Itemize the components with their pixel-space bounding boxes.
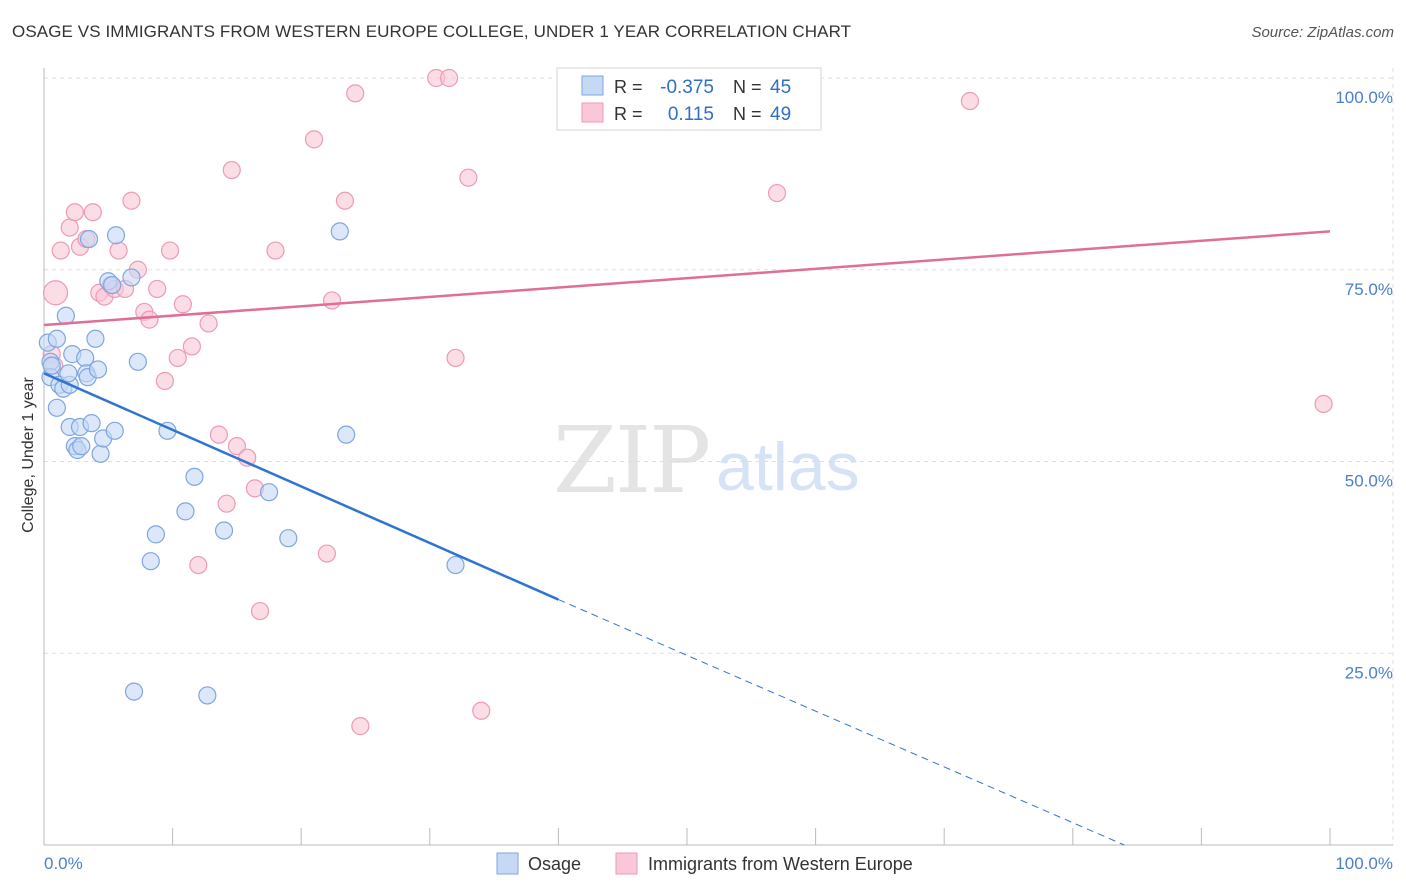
immigrants-point bbox=[217, 494, 236, 513]
legend-swatch-immigrants bbox=[615, 852, 638, 875]
immigrants-point bbox=[322, 291, 342, 310]
x-tick-label-min: 0.0% bbox=[44, 854, 83, 873]
legend-swatch-osage bbox=[496, 852, 519, 875]
immigrants-point bbox=[83, 203, 102, 222]
stats-n-label-immigrants: N = bbox=[733, 104, 762, 124]
stats-legend: R = -0.375 N = 45 R = 0.115 N = 49 bbox=[556, 67, 822, 131]
immigrants-point bbox=[42, 280, 69, 306]
y-tick-label-50: 50.0% bbox=[1345, 472, 1393, 491]
osage-point bbox=[86, 329, 105, 348]
immigrants-point bbox=[222, 160, 241, 180]
osage-point bbox=[185, 467, 204, 486]
osage-point bbox=[330, 222, 349, 241]
osage-point bbox=[176, 502, 195, 521]
watermark-atlas: atlas bbox=[716, 429, 860, 505]
osage-point bbox=[214, 521, 234, 540]
axes bbox=[43, 68, 1393, 846]
osage-point bbox=[124, 682, 144, 701]
immigrants-point bbox=[199, 314, 218, 333]
bottom-legend: Osage Immigrants from Western Europe bbox=[496, 852, 913, 875]
osage-point bbox=[122, 268, 141, 287]
osage-point bbox=[42, 356, 61, 375]
x-tick-labels: 0.0% 100.0% bbox=[44, 854, 1393, 873]
immigrants-point bbox=[168, 348, 187, 368]
stats-swatch-osage bbox=[581, 75, 604, 96]
watermark-zip: ZIP bbox=[553, 407, 709, 514]
immigrants-point bbox=[140, 310, 159, 329]
osage-trend-extension bbox=[558, 599, 1125, 846]
y-tick-labels: 25.0% 50.0% 75.0% 100.0% bbox=[1335, 88, 1393, 682]
immigrants-point bbox=[304, 130, 324, 149]
osage-point bbox=[337, 425, 356, 444]
immigrants-point bbox=[767, 183, 787, 203]
osage-point bbox=[279, 529, 298, 548]
immigrants-point bbox=[960, 91, 980, 111]
osage-point bbox=[259, 483, 279, 502]
immigrants-point bbox=[250, 601, 270, 621]
immigrants-point bbox=[351, 717, 370, 736]
stats-n-label-osage: N = bbox=[733, 77, 762, 97]
stats-n-value-osage: 45 bbox=[770, 77, 791, 98]
immigrants-trend-line bbox=[43, 230, 1331, 327]
x-tick-label-max: 100.0% bbox=[1335, 854, 1393, 873]
source-credit: Source: ZipAtlas.com bbox=[1251, 24, 1394, 41]
immigrants-point bbox=[459, 168, 478, 187]
immigrants-point bbox=[148, 279, 167, 299]
y-tick-label-75: 75.0% bbox=[1345, 280, 1393, 299]
immigrants-point bbox=[65, 203, 84, 222]
osage-point bbox=[79, 229, 99, 249]
stats-swatch-immigrants bbox=[581, 102, 604, 123]
trend-lines bbox=[43, 230, 1331, 846]
immigrants-point bbox=[173, 295, 192, 314]
osage-point bbox=[47, 329, 66, 348]
immigrants-point bbox=[317, 544, 337, 563]
osage-trend-line bbox=[43, 372, 559, 601]
osage-point bbox=[82, 414, 101, 433]
y-tick-label-100: 100.0% bbox=[1335, 88, 1393, 107]
immigrants-point bbox=[189, 555, 208, 575]
immigrants-point bbox=[266, 241, 285, 260]
immigrants-point bbox=[446, 348, 465, 368]
osage-point bbox=[72, 437, 91, 456]
osage-point bbox=[141, 552, 160, 571]
immigrants-point bbox=[60, 218, 79, 237]
series-immigrants-points bbox=[42, 68, 1333, 736]
immigrants-point bbox=[155, 371, 174, 391]
stats-r-label-osage: R = bbox=[614, 77, 643, 97]
y-axis-label: College, Under 1 year bbox=[20, 377, 37, 533]
osage-point bbox=[446, 555, 465, 575]
immigrants-point bbox=[182, 337, 201, 356]
osage-point bbox=[88, 360, 108, 379]
immigrants-point bbox=[109, 241, 128, 260]
immigrants-point bbox=[160, 241, 180, 260]
immigrants-point bbox=[472, 701, 491, 720]
legend-label-osage: Osage bbox=[528, 854, 581, 874]
immigrants-point bbox=[51, 241, 70, 260]
immigrants-point bbox=[227, 437, 246, 456]
osage-point bbox=[106, 226, 126, 245]
osage-point bbox=[146, 525, 165, 544]
stats-r-value-osage: -0.375 bbox=[660, 77, 714, 98]
osage-point bbox=[91, 444, 110, 463]
osage-point bbox=[198, 686, 217, 705]
osage-point bbox=[103, 275, 122, 295]
stats-r-label-immigrants: R = bbox=[614, 104, 643, 124]
osage-point bbox=[59, 364, 78, 383]
immigrants-point bbox=[439, 68, 459, 88]
immigrants-point bbox=[1314, 394, 1333, 414]
chart-title: OSAGE VS IMMIGRANTS FROM WESTERN EUROPE … bbox=[12, 22, 852, 41]
series-osage-points bbox=[38, 222, 465, 705]
immigrants-point bbox=[335, 191, 355, 210]
immigrants-point bbox=[346, 84, 365, 103]
y-tick-label-25: 25.0% bbox=[1345, 663, 1393, 682]
legend-label-immigrants: Immigrants from Western Europe bbox=[648, 854, 913, 874]
immigrants-point bbox=[209, 425, 228, 444]
osage-point bbox=[128, 352, 147, 371]
osage-point bbox=[105, 421, 124, 440]
stats-r-value-immigrants: 0.115 bbox=[668, 104, 714, 125]
stats-n-value-immigrants: 49 bbox=[770, 104, 791, 125]
osage-point bbox=[47, 398, 66, 417]
immigrants-point bbox=[122, 191, 141, 210]
